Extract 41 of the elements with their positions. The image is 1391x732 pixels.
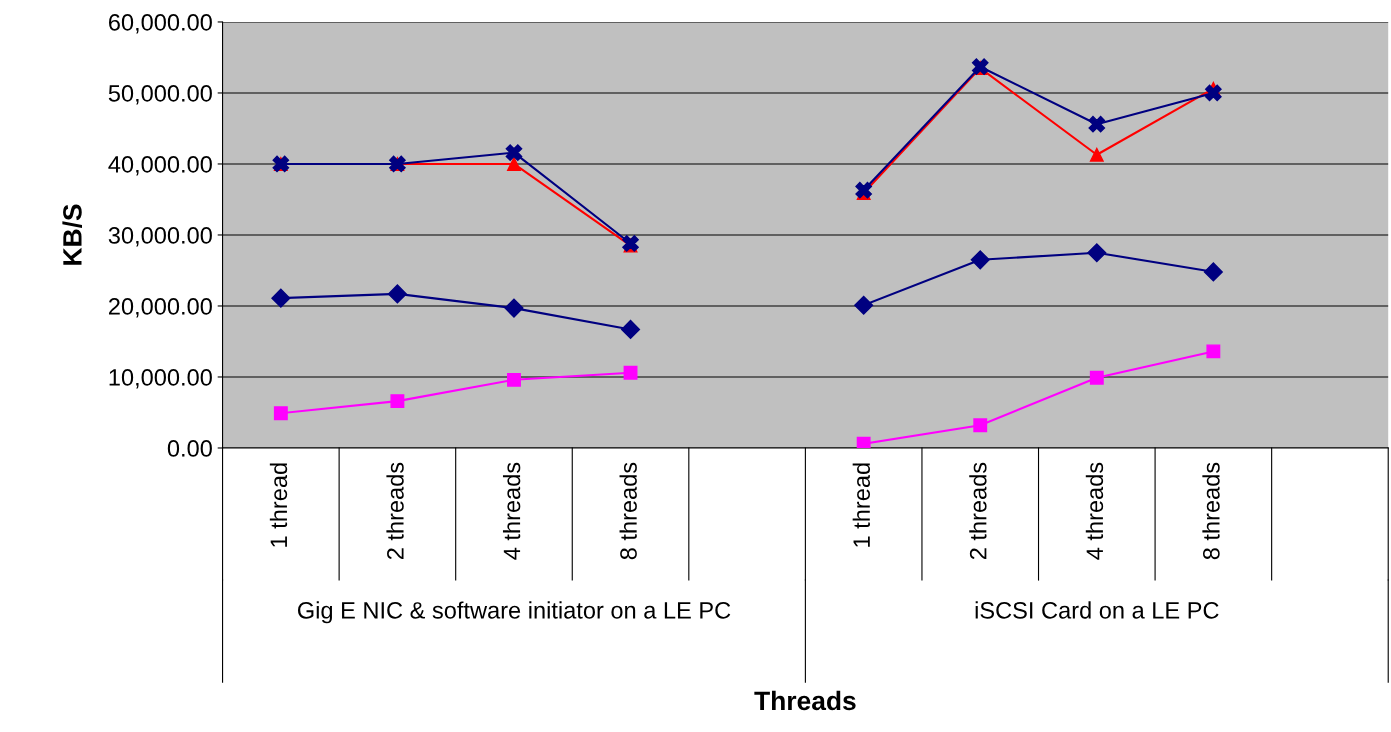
point [854,295,874,315]
x-tick-label: 1 thread [269,463,288,547]
point [390,394,405,409]
point [1089,147,1104,162]
y-axis-title: KB/S [62,204,83,265]
y-tick-label: 20,000.00 [109,298,212,318]
point [1089,370,1104,385]
point [507,157,521,171]
y-tick-label: 60,000.00 [109,14,212,34]
point [621,319,641,339]
x-tick-label: 2 threads [969,462,987,560]
point [271,288,291,308]
point [1203,262,1223,282]
point [1088,115,1106,133]
point [273,406,288,421]
y-tick-label: 0.00 [167,440,212,457]
point [856,436,871,448]
x-axis-title: Threads [754,690,856,711]
point [387,284,407,304]
point [623,365,638,380]
x-tick-label: 4 threads [502,462,521,560]
text: Gig E NIC & software initiator on a LE PC [297,601,731,624]
x-tick-label: 2 threads [386,462,404,560]
y-tick-label: 40,000.00 [108,156,212,176]
point [505,144,523,161]
x-tick-label: 4 threads [1085,462,1104,560]
point [973,418,988,433]
point [855,181,873,199]
point [1087,243,1107,263]
x-tick-label: 8 threads [1202,462,1220,560]
y-tick-label: 10,000.00 [109,369,212,389]
y-tick-label: 30,000.00 [108,227,212,247]
text: iSCSI Card on a LE PC [975,601,1219,619]
y-tick-label: 50,000.00 [108,85,212,105]
point [1205,84,1222,102]
point [504,298,524,318]
x-tick-label: 8 threads [619,462,637,560]
x-tick-label: 1 thread [852,463,871,547]
point [507,372,521,387]
point [970,250,990,270]
point [1206,344,1221,359]
